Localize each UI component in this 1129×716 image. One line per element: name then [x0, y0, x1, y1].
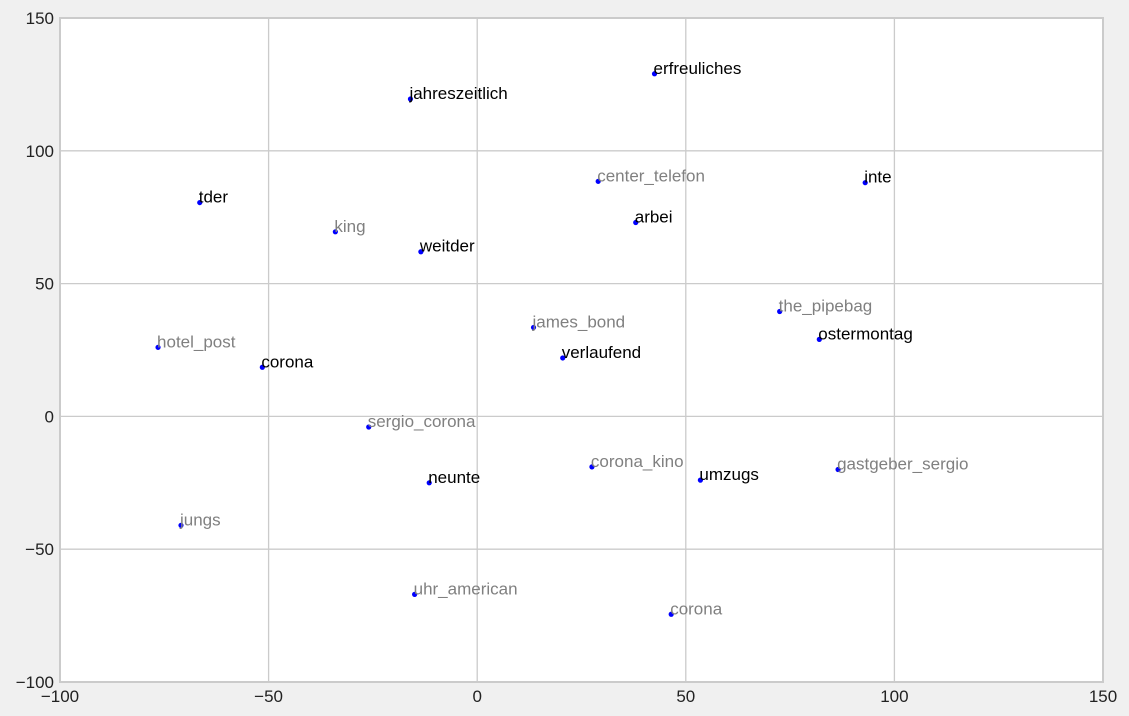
data-point: ostermontag — [816, 324, 913, 343]
point-label: weitder — [419, 237, 475, 256]
point-label: jahreszeitlich — [408, 84, 507, 103]
data-point: center_telefon — [595, 166, 705, 185]
data-point: gastgeber_sergio — [835, 455, 968, 474]
point-label: umzugs — [699, 465, 759, 484]
data-point: neunte — [426, 468, 480, 487]
point-label: inte — [864, 168, 891, 187]
data-point: inte — [862, 168, 892, 187]
point-label: verlaufend — [562, 343, 641, 362]
point-marker — [697, 477, 704, 483]
plot-frame — [59, 17, 1104, 683]
point-label: corona — [261, 352, 314, 371]
data-point: sergio_corona — [366, 412, 476, 431]
y-axis: −100 −50 0 50 100 150 — [16, 9, 54, 692]
data-point: the_pipebag — [777, 296, 872, 315]
point-marker — [862, 180, 868, 186]
y-tick-label: 100 — [26, 142, 54, 161]
data-point: corona_kino — [589, 452, 684, 471]
point-label: corona_kino — [591, 452, 684, 471]
point-label: uhr_american — [414, 579, 518, 598]
grid-lines — [59, 17, 1104, 683]
point-label: corona — [670, 599, 723, 618]
point-marker — [259, 364, 265, 370]
point-label: erfreuliches — [654, 59, 742, 78]
data-point: umzugs — [697, 465, 759, 484]
data-point: arbei — [633, 208, 673, 227]
point-marker — [835, 466, 841, 473]
point-marker — [332, 229, 338, 235]
point-marker — [816, 336, 822, 342]
plot-area — [60, 18, 1103, 682]
data-point: uhr_american — [412, 579, 518, 598]
point-label: gastgeber_sergio — [837, 455, 968, 474]
point-label: ostermontag — [818, 324, 913, 343]
point-marker — [407, 96, 414, 102]
point-marker — [426, 480, 432, 486]
point-marker — [155, 344, 161, 350]
y-tick-label: 50 — [35, 275, 54, 294]
x-axis: −100 −50 0 50 100 150 — [41, 687, 1117, 706]
point-label: hotel_post — [157, 332, 236, 351]
point-label: neunte — [428, 468, 480, 487]
y-tick-label: 0 — [45, 407, 54, 426]
point-label: jungs — [179, 510, 221, 529]
point-label: arbei — [635, 208, 673, 227]
data-point: tder — [197, 188, 228, 207]
data-point: weitder — [418, 237, 475, 256]
point-marker — [197, 199, 203, 206]
data-point: jahreszeitlich — [407, 84, 508, 103]
point-marker — [633, 219, 639, 226]
data-point: corona — [668, 599, 723, 618]
data-points: erfreuliches jahreszeitlich center_telefon… — [155, 59, 968, 618]
point-label: tder — [199, 188, 229, 207]
data-point: james_bond — [530, 312, 626, 331]
point-label: the_pipebag — [779, 296, 873, 315]
x-tick-label: 100 — [880, 687, 908, 706]
x-tick-label: 0 — [472, 687, 481, 706]
data-point: jungs — [178, 510, 221, 529]
x-tick-label: −100 — [41, 687, 79, 706]
x-tick-label: −50 — [254, 687, 283, 706]
point-label: center_telefon — [597, 166, 705, 185]
point-marker — [651, 71, 658, 77]
data-point: verlaufend — [560, 343, 641, 362]
y-tick-label: 150 — [26, 9, 54, 28]
data-point: hotel_post — [155, 332, 236, 351]
point-marker — [418, 249, 424, 255]
point-marker — [530, 324, 537, 331]
point-label: sergio_corona — [368, 412, 476, 431]
data-point: king — [332, 217, 366, 236]
x-tick-label: 50 — [676, 687, 695, 706]
point-label: king — [334, 217, 365, 236]
point-marker — [668, 611, 674, 617]
point-marker — [595, 178, 601, 184]
point-label: james_bond — [532, 312, 626, 331]
x-tick-label: 150 — [1089, 687, 1117, 706]
point-marker — [412, 591, 418, 597]
point-marker — [178, 522, 184, 528]
point-marker — [589, 464, 595, 470]
y-tick-label: −50 — [25, 540, 54, 559]
data-point: corona — [259, 352, 314, 371]
data-point: erfreuliches — [651, 59, 742, 78]
point-marker — [560, 355, 566, 361]
point-marker — [366, 424, 372, 430]
point-marker — [777, 308, 783, 315]
y-tick-label: −100 — [16, 673, 54, 692]
